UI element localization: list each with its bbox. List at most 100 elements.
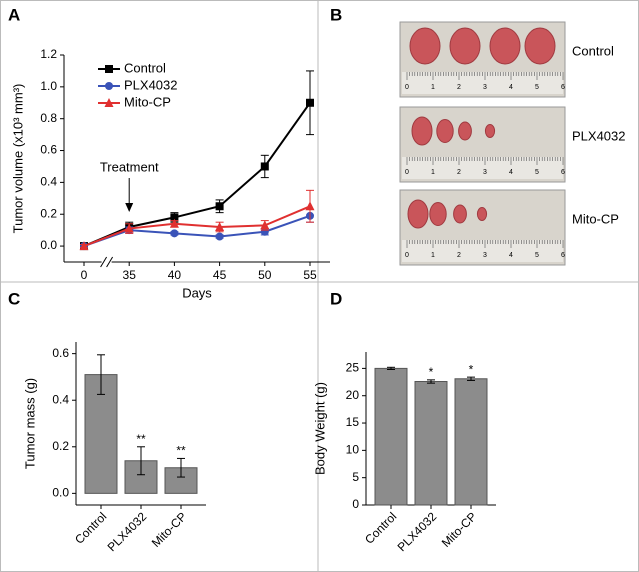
ruler-label: 5: [535, 169, 539, 176]
ruler-label: 3: [483, 252, 487, 259]
y-tick-label: 0.8: [40, 111, 57, 125]
row-label: Control: [572, 43, 614, 58]
marker: [306, 98, 314, 107]
ruler-label: 0: [405, 169, 409, 176]
marker: [170, 213, 179, 222]
ruler-label: 2: [457, 252, 461, 259]
tumor: [409, 27, 441, 65]
y-tick-label: 1.0: [40, 79, 57, 93]
axis-break: [100, 256, 108, 268]
significance: *: [469, 362, 474, 376]
ruler-label: 6: [561, 84, 565, 91]
row-label: PLX4032: [572, 128, 626, 143]
x-tick-label: PLX4032: [395, 509, 440, 554]
ruler-label: 1: [431, 169, 435, 176]
significance: **: [136, 432, 146, 446]
line: [83, 214, 311, 248]
tumor: [429, 202, 447, 226]
ruler-label: 3: [483, 169, 487, 176]
x-tick-label: Mito-CP: [149, 509, 190, 550]
x-tick-label: 50: [258, 268, 272, 282]
ruler-label: 1: [431, 252, 435, 259]
panel-label: B: [330, 5, 342, 24]
marker: [169, 218, 179, 228]
tumor: [489, 27, 521, 65]
y-tick-label: 0.0: [52, 486, 69, 500]
tumor: [449, 27, 481, 65]
line: [83, 205, 311, 248]
bar: [374, 367, 408, 506]
ruler: [402, 157, 563, 179]
tumor: [453, 204, 467, 224]
ruler-label: 4: [509, 84, 513, 91]
x-tick-label: Control: [362, 509, 399, 546]
ruler-label: 6: [561, 252, 565, 259]
panel-label: D: [330, 289, 342, 308]
significance: **: [176, 444, 186, 458]
legend-marker: [104, 98, 114, 107]
annotation: Treatment: [100, 159, 159, 174]
x-tick-label: 45: [213, 268, 227, 282]
legend-label: Mito-CP: [124, 94, 171, 109]
marker: [215, 202, 224, 211]
x-tick-label: 0: [81, 268, 88, 282]
row-label: Mito-CP: [572, 211, 619, 226]
y-tick-label: 5: [352, 470, 359, 484]
x-tick-label: Mito-CP: [439, 509, 480, 550]
bar: [414, 381, 448, 506]
y-tick-label: 0.2: [40, 206, 57, 220]
y-tick-label: 1.2: [40, 47, 57, 61]
x-axis-title: Days: [182, 285, 212, 300]
legend-marker: [105, 65, 113, 73]
y-tick-label: 0.4: [40, 175, 57, 189]
ruler-label: 1: [431, 84, 435, 91]
tumor: [476, 207, 488, 221]
y-tick-label: 10: [346, 443, 360, 457]
ruler-label: 2: [457, 169, 461, 176]
y-tick-label: 0.2: [52, 439, 69, 453]
tumor: [458, 121, 472, 141]
y-tick-label: 25: [346, 361, 360, 375]
x-tick-label: 35: [123, 268, 137, 282]
marker: [215, 221, 225, 231]
marker: [215, 232, 224, 241]
tumor: [524, 27, 556, 65]
y-tick-label: 0.6: [40, 143, 57, 157]
tumor: [484, 124, 496, 138]
tumor: [411, 116, 433, 146]
annotation-arrow: [125, 203, 134, 212]
y-tick-label: 0.4: [52, 392, 69, 406]
axis-break: [101, 257, 112, 267]
line: [83, 102, 311, 247]
y-axis-title: Tumor volume (x10³ mm³): [10, 84, 25, 234]
y-tick-label: 15: [346, 415, 360, 429]
marker: [305, 201, 315, 211]
ruler-label: 3: [483, 84, 487, 91]
ruler-label: 4: [509, 169, 513, 176]
x-tick-label: 55: [303, 268, 317, 282]
bar: [454, 378, 488, 506]
ruler-label: 0: [405, 252, 409, 259]
marker: [79, 241, 89, 251]
panel-label: C: [8, 289, 20, 308]
x-tick-label: PLX4032: [105, 509, 150, 554]
y-tick-label: 0.0: [40, 238, 57, 252]
y-axis-title: Tumor mass (g): [22, 378, 37, 469]
ruler-label: 6: [561, 169, 565, 176]
marker: [124, 223, 134, 233]
tumor: [407, 199, 429, 229]
ruler: [402, 72, 563, 94]
y-tick-label: 0: [352, 497, 359, 511]
y-tick-label: 0.6: [52, 346, 69, 360]
x-tick-label: 40: [168, 268, 182, 282]
y-axis-title: Body Weight (g): [312, 382, 327, 475]
axis-break: [106, 256, 114, 268]
ruler-label: 2: [457, 84, 461, 91]
ruler-label: 5: [535, 252, 539, 259]
ruler-label: 4: [509, 252, 513, 259]
ruler-label: 5: [535, 84, 539, 91]
ruler-label: 0: [405, 84, 409, 91]
tumor: [436, 119, 454, 143]
significance: *: [429, 365, 434, 379]
